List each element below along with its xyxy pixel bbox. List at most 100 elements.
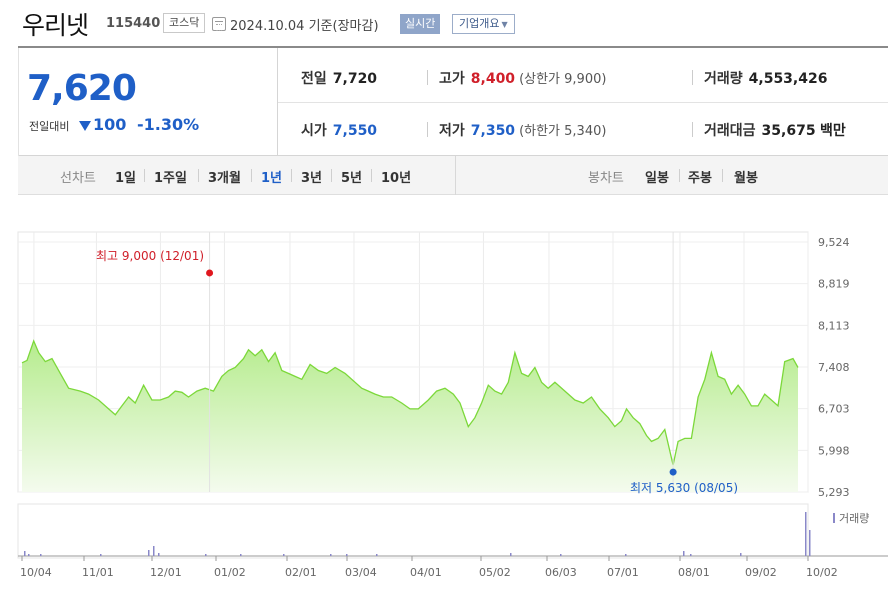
volume-bar bbox=[283, 554, 285, 556]
open-price: 시가 7,550 bbox=[301, 123, 378, 139]
x-axis: 10/04 11/01 12/01 01/02 02/01 03/04 04/01 05/02… bbox=[20, 556, 838, 579]
low-marker bbox=[669, 468, 677, 476]
x-tick-label: 02/01 bbox=[285, 566, 317, 579]
prev-close: 전일 7,720 bbox=[301, 71, 378, 87]
volume-bar bbox=[809, 530, 811, 556]
tab-monthly[interactable]: 월봉 bbox=[734, 171, 758, 186]
y-tick-label: 5,293 bbox=[818, 486, 850, 499]
line-chart-label: 선차트 bbox=[60, 171, 96, 186]
divider bbox=[692, 122, 693, 137]
change-label: 전일대비 bbox=[29, 120, 70, 133]
volume-legend-label: 거래량 bbox=[839, 512, 869, 525]
divider bbox=[679, 169, 680, 182]
volume-legend-swatch bbox=[833, 513, 835, 523]
x-tick-label: 03/04 bbox=[345, 566, 377, 579]
tab-1d[interactable]: 1일 bbox=[115, 171, 137, 186]
x-tick-label: 09/02 bbox=[745, 566, 777, 579]
divider bbox=[427, 70, 428, 85]
trading-amount: 거래대금 35,675 백만 bbox=[704, 123, 846, 139]
change-amount: 100 bbox=[93, 115, 127, 134]
volume-frame bbox=[17, 503, 809, 559]
header-divider bbox=[18, 46, 888, 48]
price-area-fill bbox=[22, 340, 799, 492]
x-tick-label: 11/01 bbox=[82, 566, 114, 579]
divider bbox=[692, 70, 693, 85]
divider bbox=[722, 169, 723, 182]
company-overview-dropdown[interactable]: 기업개요 ▼ bbox=[452, 14, 515, 34]
change-percent: -1.30% bbox=[137, 115, 200, 134]
low-annotation-label: 최저 5,630 (08/05) bbox=[630, 481, 738, 495]
day-high: 고가 8,400 (상한가 9,900) bbox=[439, 71, 607, 87]
chart-tab-bar: 선차트 1일 1주일 3개월 1년 3년 5년 10년 봉차트 일봉 주봉 월봉 bbox=[18, 156, 888, 195]
chevron-down-icon: ▼ bbox=[501, 20, 508, 29]
y-axis: 9,524 8,819 8,113 7,408 6,703 5,998 5,293 bbox=[818, 236, 850, 499]
stock-header: 우리넷 115440 코스닥 2024.10.04 기준(장마감) 실시간 기업… bbox=[0, 0, 888, 46]
tab-group-divider bbox=[455, 156, 456, 195]
x-tick-label: 04/01 bbox=[410, 566, 442, 579]
divider bbox=[371, 169, 372, 182]
price-chart: 9,524 8,819 8,113 7,408 6,703 5,998 5,293 최고 9… bbox=[17, 231, 888, 579]
volume-panel: 거래량 bbox=[17, 503, 888, 559]
x-tick-label: 06/03 bbox=[545, 566, 577, 579]
y-tick-label: 9,524 bbox=[818, 236, 850, 249]
current-price-box: 7,620 전일대비 100 -1.30% bbox=[18, 48, 278, 156]
volume-bar bbox=[158, 553, 160, 556]
stock-name: 우리넷 bbox=[22, 11, 89, 40]
x-tick-label: 12/01 bbox=[150, 566, 182, 579]
high-marker bbox=[206, 269, 214, 277]
volume-bar bbox=[40, 554, 42, 556]
annotations: 최고 9,000 (12/01) 최저 5,630 (08/05) bbox=[96, 232, 738, 495]
divider bbox=[427, 122, 428, 137]
high-annotation-label: 최고 9,000 (12/01) bbox=[96, 249, 204, 263]
volume-bar bbox=[28, 554, 30, 556]
tab-10y[interactable]: 10년 bbox=[381, 171, 412, 186]
volume: 거래량 4,553,426 bbox=[704, 71, 828, 87]
tab-1y[interactable]: 1년 bbox=[261, 171, 283, 186]
tab-3m[interactable]: 3개월 bbox=[208, 171, 241, 186]
volume-bar bbox=[740, 553, 742, 556]
volume-bar bbox=[153, 546, 155, 556]
realtime-button[interactable]: 실시간 bbox=[400, 14, 441, 34]
stock-code: 115440 bbox=[106, 16, 161, 31]
divider bbox=[331, 169, 332, 182]
current-price: 7,620 bbox=[27, 68, 137, 109]
volume-bar bbox=[24, 551, 26, 556]
divider bbox=[251, 169, 252, 182]
volume-bar bbox=[330, 554, 332, 556]
x-tick-label: 05/02 bbox=[479, 566, 511, 579]
y-tick-label: 8,113 bbox=[818, 319, 850, 332]
divider bbox=[144, 169, 145, 182]
volume-bar bbox=[510, 553, 512, 556]
volume-bar bbox=[205, 554, 207, 556]
volume-bar bbox=[690, 554, 692, 556]
candle-chart-label: 봉차트 bbox=[588, 171, 624, 186]
y-tick-label: 5,998 bbox=[818, 444, 850, 457]
tab-3y[interactable]: 3년 bbox=[301, 171, 323, 186]
tab-daily[interactable]: 일봉 bbox=[645, 171, 669, 186]
x-tick-label: 10/04 bbox=[20, 566, 52, 579]
quote-panel: 7,620 전일대비 100 -1.30% 전일 7,720 고가 8,400 (상한… bbox=[18, 48, 888, 156]
volume-bar bbox=[560, 554, 562, 556]
volume-bar bbox=[240, 554, 242, 556]
x-tick-label: 08/01 bbox=[678, 566, 710, 579]
day-low: 저가 7,350 (하한가 5,340) bbox=[439, 123, 607, 139]
volume-bar bbox=[376, 554, 378, 556]
x-tick-label: 07/01 bbox=[607, 566, 639, 579]
divider bbox=[198, 169, 199, 182]
volume-bar bbox=[805, 512, 807, 556]
tab-5y[interactable]: 5년 bbox=[341, 171, 363, 186]
volume-bar bbox=[625, 554, 627, 556]
price-line bbox=[21, 339, 799, 466]
tab-weekly[interactable]: 주봉 bbox=[688, 171, 712, 186]
down-triangle-icon bbox=[79, 121, 91, 131]
y-tick-label: 6,703 bbox=[818, 403, 850, 416]
market-badge: 코스닥 bbox=[163, 13, 206, 33]
calendar-icon bbox=[212, 17, 226, 31]
volume-bar bbox=[148, 550, 150, 556]
volume-bar bbox=[100, 554, 102, 556]
y-tick-label: 7,408 bbox=[818, 361, 850, 374]
quote-date: 2024.10.04 기준(장마감) bbox=[230, 19, 379, 34]
x-tick-label: 10/02 bbox=[806, 566, 838, 579]
divider bbox=[291, 169, 292, 182]
tab-1w[interactable]: 1주일 bbox=[154, 171, 187, 186]
